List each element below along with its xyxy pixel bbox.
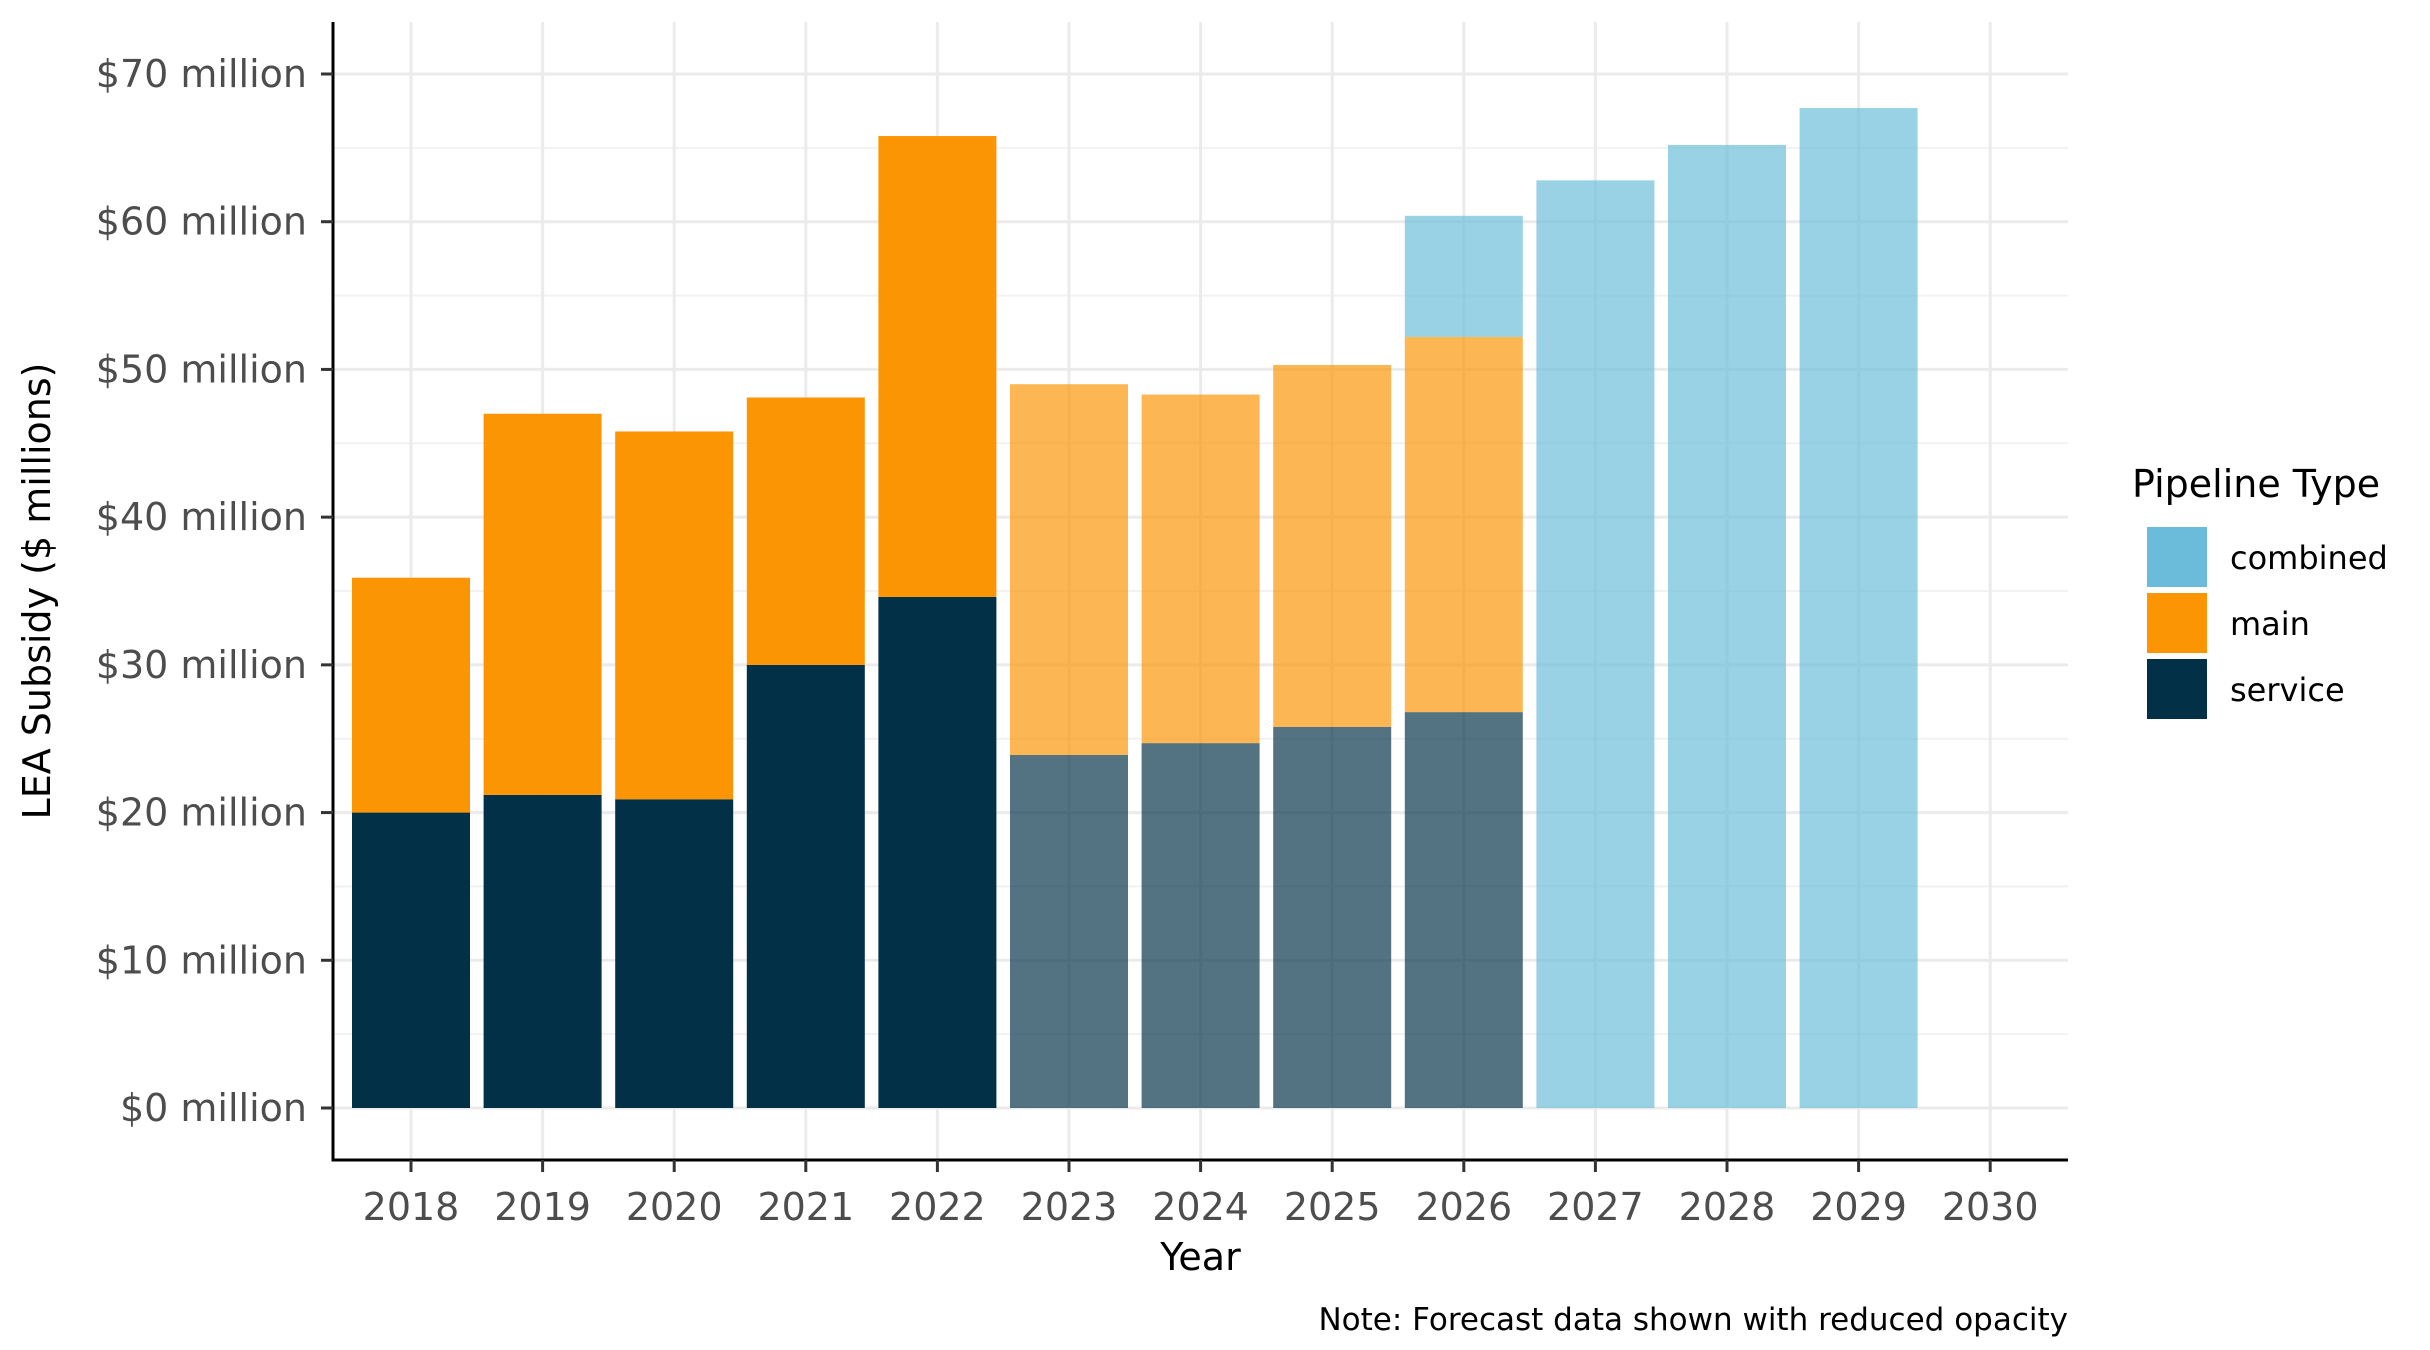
legend-swatch-main bbox=[2147, 593, 2207, 653]
y-tick-label: $0 million bbox=[120, 1086, 307, 1130]
x-tick-label: 2030 bbox=[1942, 1185, 2039, 1229]
bar-main-2022 bbox=[878, 136, 997, 597]
bar-main-2019 bbox=[483, 413, 602, 795]
y-tick-label: $60 million bbox=[96, 200, 307, 244]
legend-label-combined: combined bbox=[2230, 539, 2388, 577]
x-axis-title: Year bbox=[1159, 1235, 1241, 1279]
bar-service-2018 bbox=[352, 812, 470, 1108]
bar-main-2023 bbox=[1010, 384, 1128, 755]
legend-swatch-combined bbox=[2147, 527, 2207, 587]
x-tick-label: 2021 bbox=[757, 1185, 854, 1229]
bar-service-2023 bbox=[1010, 754, 1128, 1108]
bar-combined-2028 bbox=[1668, 144, 1786, 1109]
bars-layer bbox=[352, 107, 1918, 1109]
bar-main-2024 bbox=[1141, 394, 1260, 744]
legend: Pipeline Type combined main service bbox=[2132, 462, 2388, 719]
x-tick-label: 2029 bbox=[1810, 1185, 1907, 1229]
bar-service-2025 bbox=[1273, 726, 1392, 1108]
bar-main-2021 bbox=[746, 397, 865, 665]
y-tick-label: $70 million bbox=[96, 52, 307, 96]
y-tick-label: $20 million bbox=[96, 791, 307, 835]
bar-service-2024 bbox=[1141, 743, 1260, 1108]
y-tick-label: $10 million bbox=[96, 938, 307, 982]
x-tick-label: 2023 bbox=[1021, 1185, 1118, 1229]
x-tick-label: 2018 bbox=[363, 1185, 460, 1229]
x-tick-label: 2028 bbox=[1679, 1185, 1776, 1229]
x-tick-label: 2024 bbox=[1152, 1185, 1249, 1229]
chart-caption: Note: Forecast data shown with reduced o… bbox=[1318, 1302, 2068, 1338]
bar-service-2026 bbox=[1404, 712, 1523, 1108]
bar-combined-2027 bbox=[1536, 180, 1655, 1109]
bar-service-2022 bbox=[878, 596, 997, 1108]
x-tick-label: 2020 bbox=[626, 1185, 723, 1229]
x-tick-label: 2026 bbox=[1415, 1185, 1512, 1229]
bar-main-2018 bbox=[352, 577, 470, 813]
bar-combined-2029 bbox=[1799, 107, 1918, 1108]
legend-title: Pipeline Type bbox=[2132, 462, 2380, 506]
bar-service-2021 bbox=[746, 664, 865, 1108]
bar-main-2025 bbox=[1273, 364, 1392, 727]
legend-label-service: service bbox=[2230, 671, 2345, 709]
y-axis-title: LEA Subsidy ($ millions) bbox=[15, 363, 59, 820]
legend-swatch-service bbox=[2147, 659, 2207, 719]
y-tick-label: $40 million bbox=[96, 495, 307, 539]
x-tick-label: 2019 bbox=[494, 1185, 591, 1229]
x-tick-label: 2027 bbox=[1547, 1185, 1644, 1229]
legend-label-main: main bbox=[2230, 605, 2310, 643]
bar-combined-2026 bbox=[1404, 215, 1523, 337]
y-tick-label: $50 million bbox=[96, 347, 307, 391]
x-tick-label: 2025 bbox=[1284, 1185, 1381, 1229]
y-tick-label: $30 million bbox=[96, 643, 307, 687]
x-tick-label: 2022 bbox=[889, 1185, 986, 1229]
bar-main-2026 bbox=[1404, 336, 1523, 713]
bar-service-2020 bbox=[615, 799, 734, 1108]
bar-main-2020 bbox=[615, 431, 734, 800]
axes-layer: $0 million $10 million $20 million $30 mill… bbox=[96, 22, 2068, 1229]
bar-service-2019 bbox=[483, 794, 602, 1108]
